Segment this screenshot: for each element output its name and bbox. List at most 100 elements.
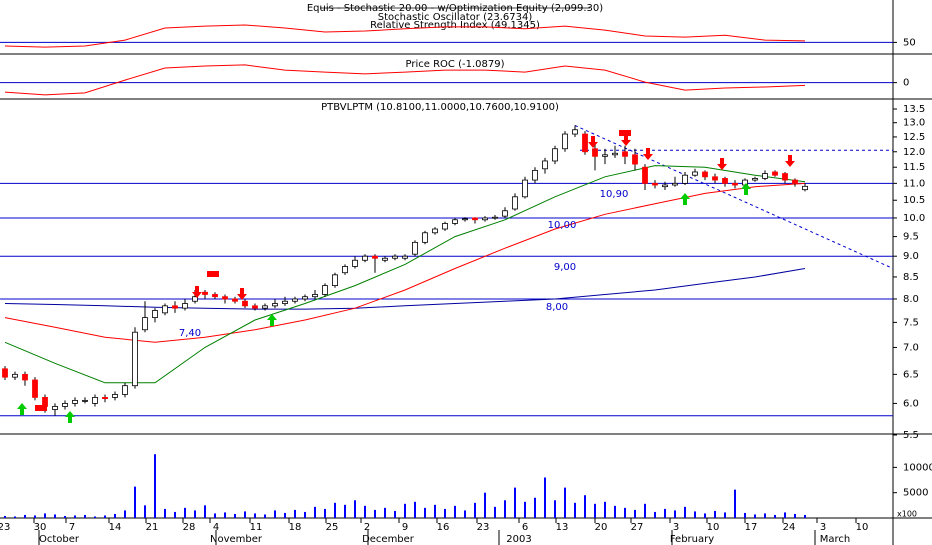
volume-bar	[294, 509, 296, 518]
x-tick-label: 23	[0, 522, 10, 533]
volume-bar	[704, 513, 706, 518]
volume-bar	[414, 501, 416, 518]
candle-body	[322, 285, 328, 295]
y-tick-label: 13.5	[903, 104, 925, 115]
candle-body	[82, 399, 88, 402]
volume-bar	[24, 514, 26, 518]
x-tick-label: 2	[364, 522, 370, 533]
candle-body	[692, 171, 698, 176]
candle-body	[212, 294, 218, 298]
volume-bar	[94, 516, 96, 518]
candle-body	[222, 296, 228, 300]
month-label: November	[210, 534, 263, 545]
volume-bar	[224, 512, 226, 518]
candle-body	[562, 133, 568, 150]
trendline	[574, 125, 893, 269]
volume-bar	[324, 508, 326, 518]
volume-bar	[194, 510, 196, 518]
annotation: 8,00	[546, 302, 568, 313]
pane-title: PTBVLPTM (10.8100,11.0000,10.7600,10.910…	[321, 102, 559, 113]
volume-bar	[564, 487, 566, 518]
moving-average	[4, 165, 806, 384]
volume-bar	[184, 507, 186, 518]
y-tick-label: 7.0	[903, 342, 919, 353]
volume-bar	[774, 514, 776, 518]
sell-arrow	[588, 136, 598, 148]
y-tick-label: 11.5	[903, 162, 925, 173]
candle-body	[632, 154, 638, 165]
candle-body	[282, 300, 288, 304]
volume-bar	[734, 489, 736, 518]
sell-arrow	[621, 134, 631, 146]
y-tick-label: 11.0	[903, 178, 925, 189]
y-tick-label: 9.0	[903, 251, 919, 262]
x-tick-label: 7	[69, 522, 75, 533]
candle-body	[262, 305, 268, 309]
volume-bar	[244, 511, 246, 518]
volume-bar	[134, 486, 136, 518]
buy-arrow	[680, 193, 690, 205]
price-pane: 7,40 8,00 9,00 10,00 10,90	[0, 125, 893, 417]
candle-body	[302, 296, 308, 300]
y-tick-label: 5000	[903, 488, 928, 499]
candle-body	[572, 129, 578, 135]
candle-body	[202, 291, 208, 295]
volume-bar	[84, 514, 86, 518]
candle-body	[242, 300, 248, 307]
volume-bar	[654, 511, 656, 518]
buy-arrow	[741, 183, 751, 195]
candle-body	[442, 223, 448, 230]
candle-body	[392, 255, 398, 259]
candle-body	[342, 266, 348, 274]
volume-bar	[764, 513, 766, 518]
candle-body	[382, 257, 388, 261]
candle-body	[62, 403, 68, 407]
candle-body	[132, 331, 138, 387]
unit-label: x100	[897, 510, 917, 519]
volume-bar	[354, 500, 356, 518]
candle-body	[162, 305, 168, 314]
y-tick-label: 5.5	[903, 430, 919, 441]
pane-title: Price ROC (-1.0879)	[406, 59, 505, 70]
candle-body	[32, 379, 38, 398]
candle-body	[622, 151, 628, 157]
candle-body	[762, 173, 768, 179]
candle-body	[2, 368, 8, 378]
x-tick-label: 30	[34, 522, 47, 533]
candle-body	[412, 241, 418, 255]
volume-bar	[534, 497, 536, 518]
volume-bar	[804, 514, 806, 518]
candle-body	[332, 274, 338, 287]
x-tick-label: 6	[522, 522, 528, 533]
x-tick-label: 3	[820, 522, 826, 533]
volume-bar	[714, 510, 716, 518]
y-tick-label: 8.5	[903, 272, 919, 283]
buy-arrow	[267, 314, 277, 326]
volume-bar	[274, 510, 276, 518]
annotation: 7,40	[179, 328, 201, 339]
volume-bar	[74, 515, 76, 518]
volume-bar	[464, 510, 466, 518]
candle-body	[642, 166, 648, 184]
x-tick-label: 23	[477, 522, 490, 533]
volume-bar	[264, 514, 266, 518]
volume-bar	[724, 512, 726, 518]
y-tick-label: 6.5	[903, 369, 919, 380]
volume-bar	[314, 506, 316, 518]
volume-bar	[234, 513, 236, 518]
sell-arrow	[237, 288, 247, 300]
buy-arrow	[17, 403, 27, 415]
candle-body	[702, 171, 708, 178]
sell-arrow	[717, 158, 727, 170]
candle-body	[232, 298, 238, 302]
candle-body	[792, 179, 798, 184]
candle-body	[422, 232, 428, 243]
y-tick-label: 9.5	[903, 232, 919, 243]
candle-body	[102, 397, 108, 400]
volume-bar	[124, 510, 126, 518]
volume-bar	[514, 487, 516, 518]
y-tick-label: 10.5	[903, 195, 925, 206]
candle-body	[672, 182, 678, 186]
volume-bar	[44, 513, 46, 518]
